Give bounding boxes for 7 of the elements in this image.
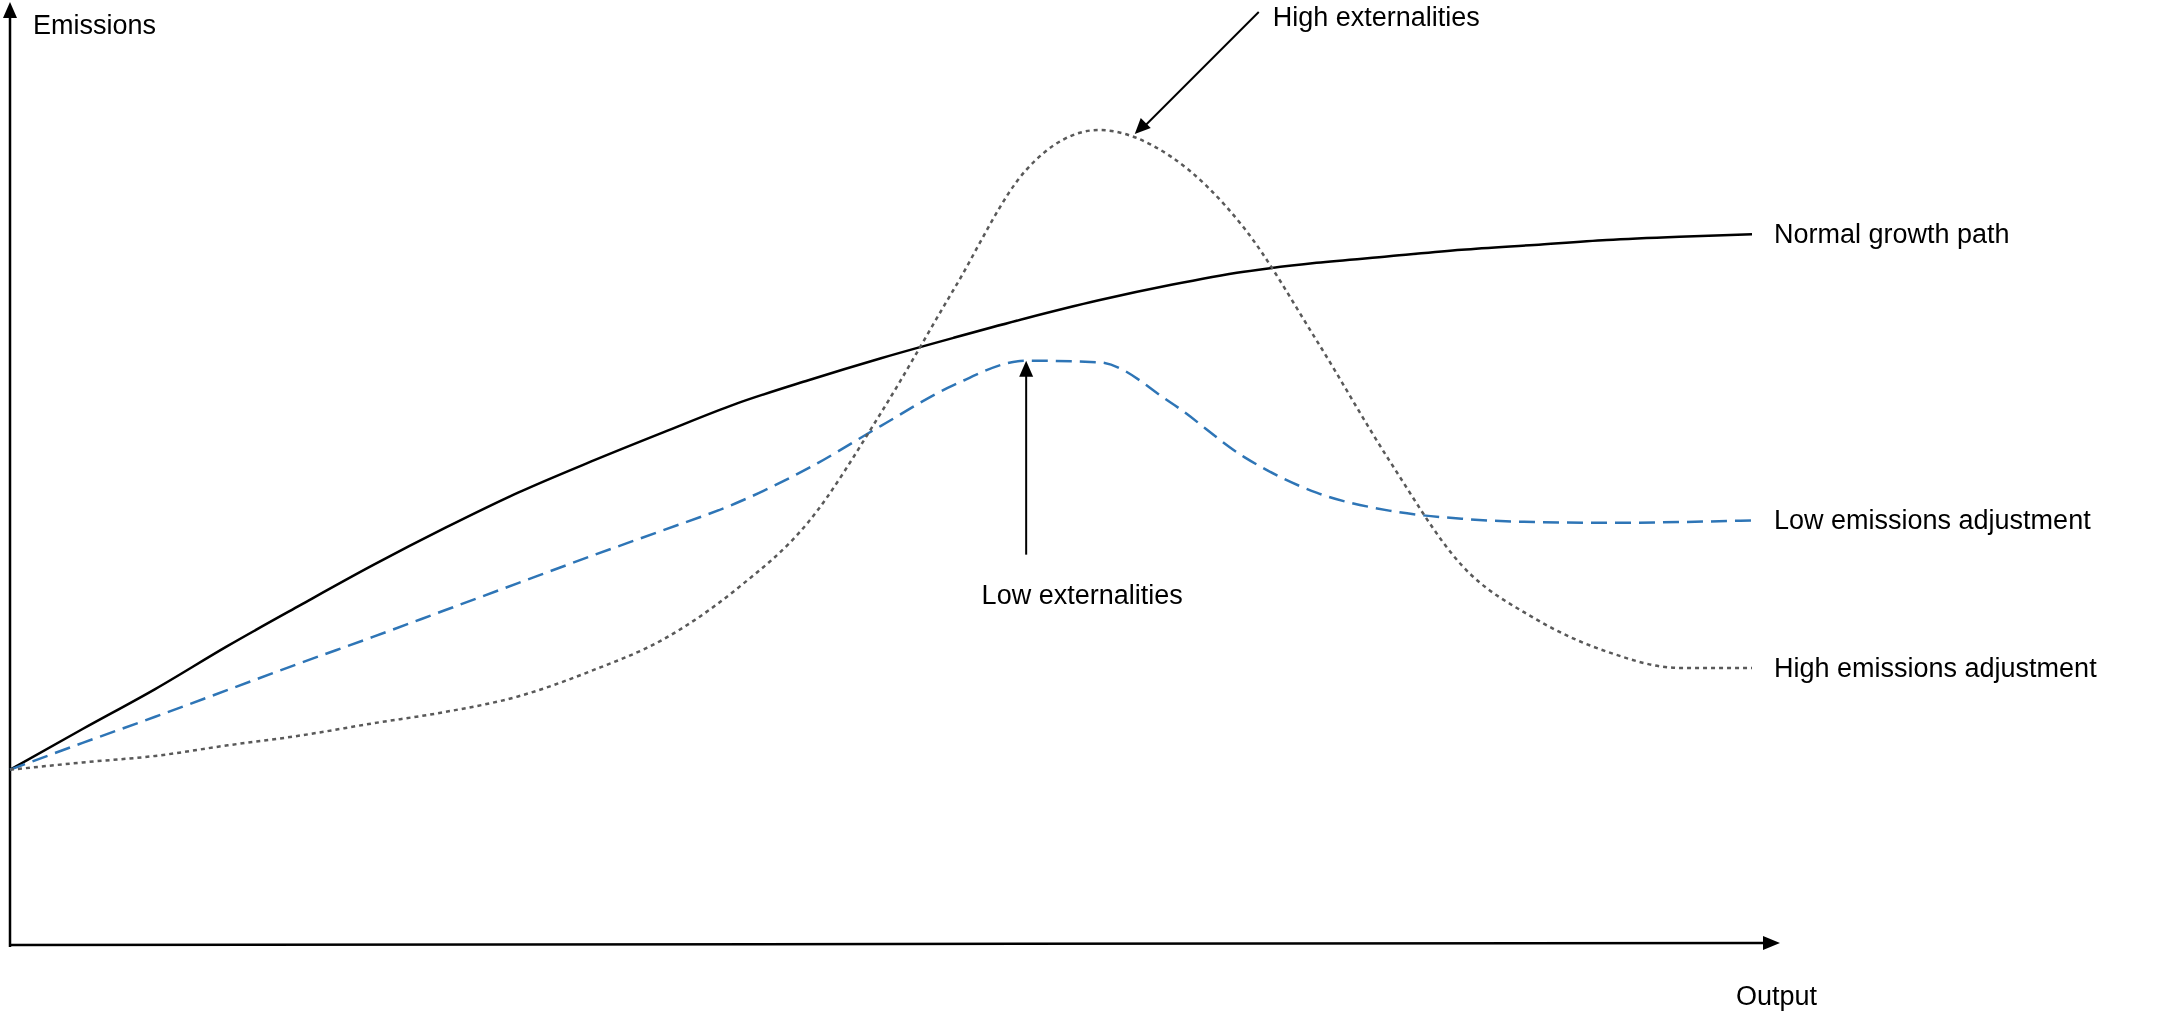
x-axis-title: Output <box>1736 981 1818 1011</box>
series-label: Normal growth path <box>1774 219 2010 250</box>
series-label: High emissions adjustment <box>1774 652 2098 683</box>
annotation: Low externalities <box>981 579 1183 610</box>
series-label: Low emissions adjustment <box>1774 505 2092 536</box>
y-axis-title: Emissions <box>33 10 157 40</box>
text: High externalities <box>1272 2 1480 32</box>
